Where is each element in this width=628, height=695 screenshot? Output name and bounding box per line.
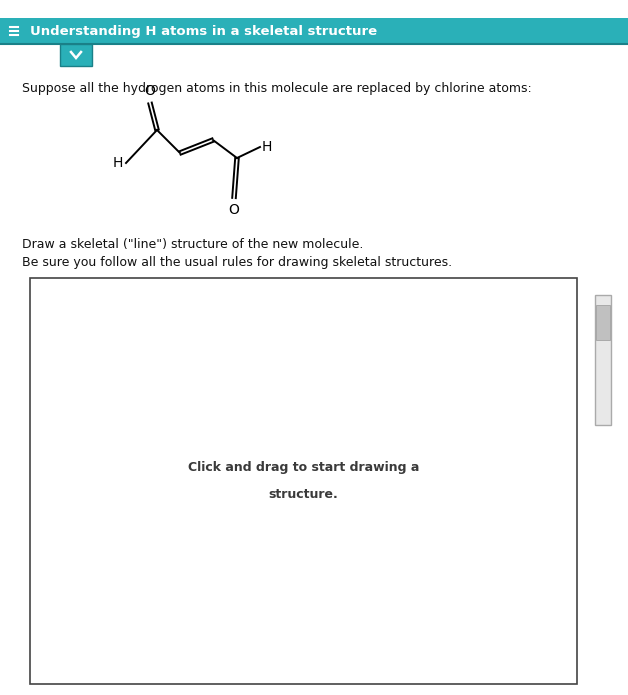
- Text: H: H: [112, 156, 123, 170]
- Bar: [60, 44, 92, 66]
- Text: Click and drag to start drawing a: Click and drag to start drawing a: [188, 461, 419, 474]
- Bar: [596, 305, 610, 340]
- Bar: [0, 18, 628, 44]
- Bar: [30, 278, 577, 684]
- Text: H: H: [262, 140, 273, 154]
- Text: Suppose all the hydrogen atoms in this molecule are replaced by chlorine atoms:: Suppose all the hydrogen atoms in this m…: [22, 82, 532, 95]
- Text: O: O: [144, 84, 156, 98]
- Text: Be sure you follow all the usual rules for drawing skeletal structures.: Be sure you follow all the usual rules f…: [22, 256, 452, 269]
- Bar: [595, 295, 611, 425]
- Text: Draw a skeletal ("line") structure of the new molecule.: Draw a skeletal ("line") structure of th…: [22, 238, 364, 251]
- Text: structure.: structure.: [269, 488, 338, 501]
- Text: O: O: [229, 203, 239, 217]
- Text: Understanding H atoms in a skeletal structure: Understanding H atoms in a skeletal stru…: [30, 24, 377, 38]
